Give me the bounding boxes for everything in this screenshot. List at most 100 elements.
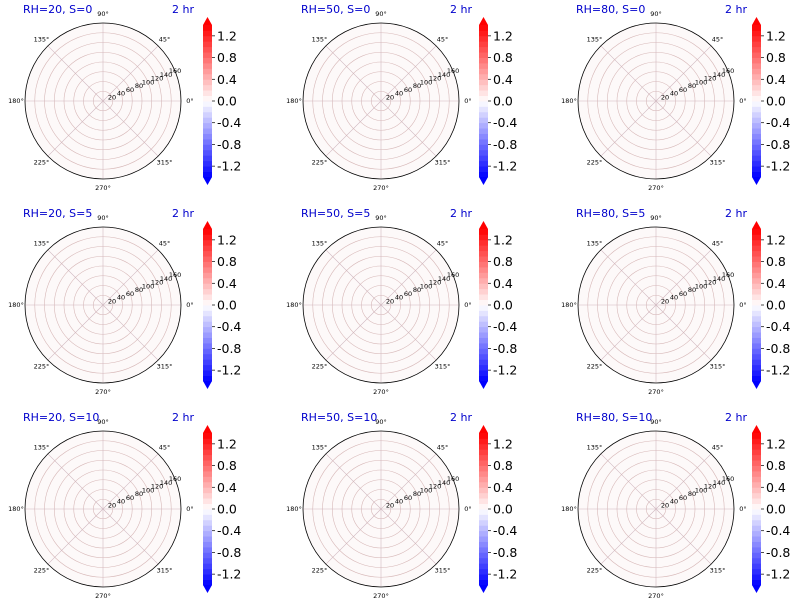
colorbar-level [752, 46, 761, 53]
angular-gridline [325, 453, 382, 510]
colorbar-level [203, 160, 212, 167]
angular-gridline [325, 249, 382, 306]
colorbar-level [479, 277, 488, 284]
angular-tick-label: 270° [648, 184, 664, 192]
colorbar-tick-label: -0.4 [766, 319, 790, 334]
colorbar-level [752, 79, 761, 86]
angular-tick-label: 315° [710, 159, 726, 167]
radial-tick-label: 40 [395, 498, 403, 506]
colorbar-level [203, 337, 212, 344]
colorbar-level [752, 84, 761, 91]
angular-tick-label: 315° [435, 159, 451, 167]
colorbar-tick-label: -0.8 [493, 545, 517, 560]
colorbar-level [203, 454, 212, 461]
angular-tick-label: 225° [587, 159, 603, 167]
colorbar-tick-label: 0.8 [766, 50, 786, 65]
angular-tick-label: 90° [650, 418, 662, 426]
colorbar-level [203, 487, 212, 494]
angular-tick-label: 180° [286, 97, 302, 105]
colorbar-level [479, 305, 488, 311]
colorbar-level [203, 57, 212, 64]
colorbar-level [752, 563, 761, 570]
polar-frame [24, 430, 182, 588]
colorbar-extend-min [752, 381, 761, 389]
angular-tick-label: 0° [464, 301, 471, 309]
colorbar-level [752, 574, 761, 580]
colorbar-tick-label: 0.4 [217, 276, 237, 291]
colorbar-level [752, 106, 761, 113]
colorbar-level [479, 272, 488, 279]
angular-gridline [600, 453, 657, 510]
angular-gridline [380, 453, 437, 510]
angular-tick-label: 45° [159, 35, 171, 43]
radial-tick-label: 140 [438, 275, 450, 283]
colorbar-level [479, 84, 488, 91]
colorbar-level [479, 139, 488, 145]
colorbar-level [479, 73, 488, 80]
colorbar-level [752, 337, 761, 344]
radial-tick-label: 100 [420, 486, 432, 494]
colorbar: -1.2 -0.8 -0.4 0.0 0.4 0.8 1.2 [752, 425, 790, 593]
angular-tick-label: 45° [437, 239, 449, 247]
colorbar-level [203, 46, 212, 53]
colorbar-level [752, 283, 761, 290]
angular-tick-label: 315° [157, 567, 173, 575]
colorbar-level [203, 375, 212, 382]
colorbar-level [203, 267, 212, 273]
radial-tick-label: 160 [722, 67, 734, 75]
colorbar-level [752, 471, 761, 477]
angular-tick-label: 225° [34, 159, 50, 167]
colorbar-level [479, 117, 488, 124]
angular-tick-label: 270° [95, 184, 111, 192]
polar-frame [577, 22, 735, 180]
angular-gridline [47, 249, 104, 306]
colorbar-level [479, 144, 488, 151]
colorbar-level [752, 487, 761, 494]
colorbar-level [752, 234, 761, 241]
polar-frame [302, 430, 460, 588]
radial-tick-label: 160 [722, 271, 734, 279]
colorbar-level [752, 229, 761, 235]
colorbar-level [479, 149, 488, 156]
colorbar-level [752, 171, 761, 178]
colorbar-level [752, 30, 761, 37]
radial-tick-label: 40 [117, 294, 125, 302]
colorbar-level [203, 35, 212, 42]
colorbar-extend-max [203, 425, 212, 433]
colorbar-tick-label: 1.2 [766, 232, 786, 247]
angular-tick-label: 0° [186, 505, 193, 513]
colorbar-level [479, 343, 488, 349]
radial-tick-label: 40 [395, 90, 403, 98]
angular-tick-label: 90° [650, 214, 662, 222]
colorbar-tick-label: 0.8 [217, 458, 237, 473]
colorbar-tick-label: -0.8 [493, 341, 517, 356]
colorbar-level [203, 166, 212, 172]
colorbar-level [479, 79, 488, 86]
colorbar-level [203, 128, 212, 134]
colorbar-level [203, 133, 212, 140]
panel-time-label: 2 hr [172, 411, 194, 424]
angular-tick-label: 270° [373, 592, 389, 600]
colorbar-tick-label: 0.0 [217, 502, 237, 517]
angular-tick-label: 180° [8, 97, 24, 105]
radial-tick-label: 120 [704, 483, 716, 491]
angular-tick-label: 45° [159, 443, 171, 451]
angular-tick-label: 0° [739, 301, 746, 309]
radial-tick-label: 20 [386, 297, 394, 305]
colorbar-tick-label: -1.2 [766, 159, 790, 174]
panel-time-label: 2 hr [725, 207, 747, 220]
colorbar-level [752, 552, 761, 559]
angular-tick-label: 270° [95, 592, 111, 600]
angular-gridline [655, 249, 712, 306]
angular-gridline [102, 45, 159, 102]
angular-gridline [325, 304, 382, 361]
angular-gridline [325, 100, 382, 157]
radial-tick-label: 40 [670, 90, 678, 98]
colorbar-level [752, 343, 761, 349]
angular-tick-label: 135° [587, 443, 603, 451]
colorbar-level [479, 348, 488, 355]
colorbar-level [479, 122, 488, 129]
colorbar-level [203, 234, 212, 241]
